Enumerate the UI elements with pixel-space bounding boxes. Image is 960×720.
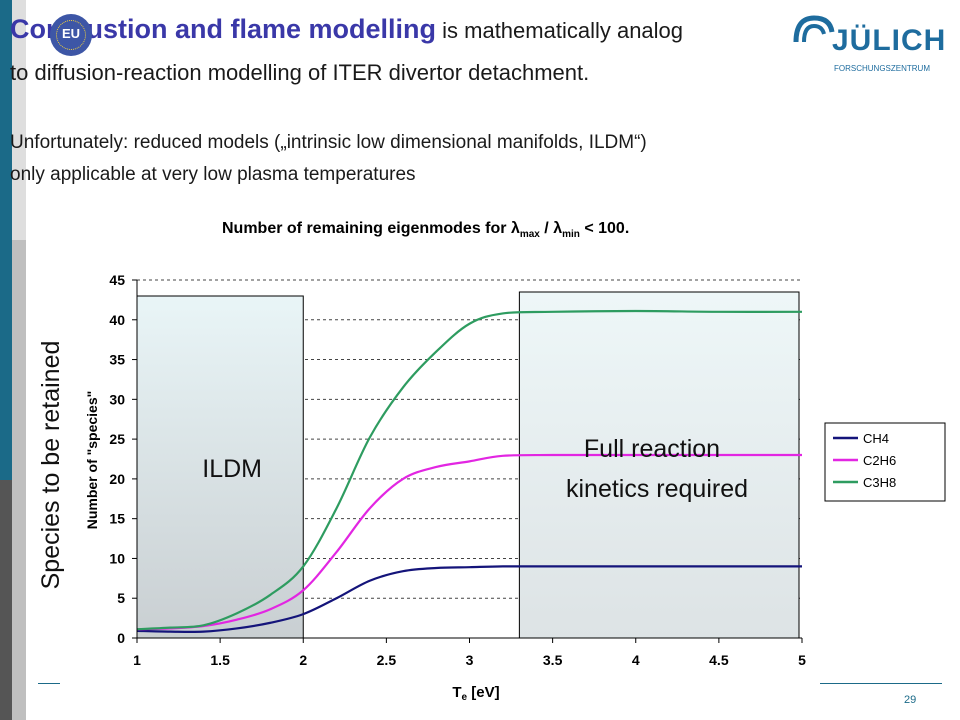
y-axis-label: Number of "species" [84,391,100,530]
y-tick-label: 10 [109,550,125,566]
chart-title-suffix: < 100. [580,220,629,237]
chart-title-lambda-2: λ [553,220,562,237]
chart-title: Number of remaining eigenmodes for λmax … [222,220,629,240]
region-full-label-line1: Full reaction [584,435,720,463]
slide-title-line: Combustion and flame modelling is mathem… [10,14,683,45]
slide-page-number: 29 [904,694,917,706]
slide-note-line1: Unfortunately: reduced models („intrinsi… [10,132,647,153]
juelich-logo-name: JÜLICH [832,24,947,57]
x-tick-label: 1.5 [210,652,230,668]
y-tick-label: 25 [109,431,125,447]
legend-label-c2h6: C2H6 [863,453,896,468]
y-tick-label: 40 [109,312,125,328]
y-tick-label: 35 [109,352,125,368]
series-line-ch4 [136,565,802,634]
edge-strip-light-bottom [12,240,26,720]
x-tick-label: 2 [299,652,307,668]
chart-title-prefix: Number of remaining eigenmodes for [222,220,511,237]
series-layer [136,309,803,634]
legend-items: CH4 C2H6 C3H8 [833,431,896,490]
x-tick-label: 2.5 [377,652,397,668]
legend-box [824,422,946,502]
eu-logo-text: EU [61,26,81,41]
footer-rule-left [38,683,60,684]
x-axis-label-rest: [eV] [467,684,500,701]
juelich-logo-sub: FORSCHUNGSZENTRUM [834,64,930,73]
x-tick-label: 4 [632,652,640,668]
y-tick-label: 30 [109,391,125,407]
chart-title-sub-max: max [520,229,540,240]
edge-bar-blue [0,0,12,480]
x-axis-label-main: T [452,684,461,701]
x-tick-label: 3.5 [543,652,563,668]
y-tick-label: 0 [117,630,125,646]
region-full-reaction-box [518,291,800,639]
footer-rule-right [820,683,942,684]
juelich-logo: JÜLICH FORSCHUNGSZENTRUM [790,12,955,73]
slide-note-line2: only applicable at very low plasma tempe… [10,164,416,185]
juelich-logo-mark [793,15,835,43]
tick-layer: 1 1.5 2 2.5 3 3.5 4 4.5 5 0 5 10 15 20 25 30 35 40 45 [109,272,806,668]
side-label: Species to be retained [37,341,65,590]
x-tick-label: 1 [133,652,141,668]
region-full-label-line2: kinetics required [566,475,748,503]
x-axis-label-sub: e [462,692,468,703]
slide-subtitle-line: to diffusion-reaction modelling of ITER … [10,60,590,85]
eu-stars-ring [56,20,86,50]
edge-strip-light-top [12,0,26,240]
series-line-c2h6 [136,453,802,631]
region-ildm-label: ILDM [202,455,262,483]
edge-bar-grey [0,480,12,720]
legend: CH4 C2H6 C3H8 [824,422,946,502]
x-tick-label: 3 [466,652,474,668]
y-tick-label: 45 [109,272,125,288]
x-tick-label: 5 [798,652,806,668]
chart-title-sub-min: min [562,229,580,240]
y-tick-label: 20 [109,471,125,487]
eu-logo: EU [50,14,92,56]
legend-label-c3h8: C3H8 [863,475,896,490]
chart-title-slash: / [540,220,553,237]
x-tick-label: 4.5 [709,652,729,668]
region-ildm-box [136,295,304,639]
y-tick-label: 5 [117,590,125,606]
x-axis-label: Te [eV] [452,684,499,703]
y-tick-label: 15 [109,511,125,527]
legend-label-ch4: CH4 [863,431,889,446]
chart-title-lambda-1: λ [511,220,520,237]
series-line-c3h8 [136,309,803,631]
slide-title-rest: is mathematically analog [436,18,684,43]
